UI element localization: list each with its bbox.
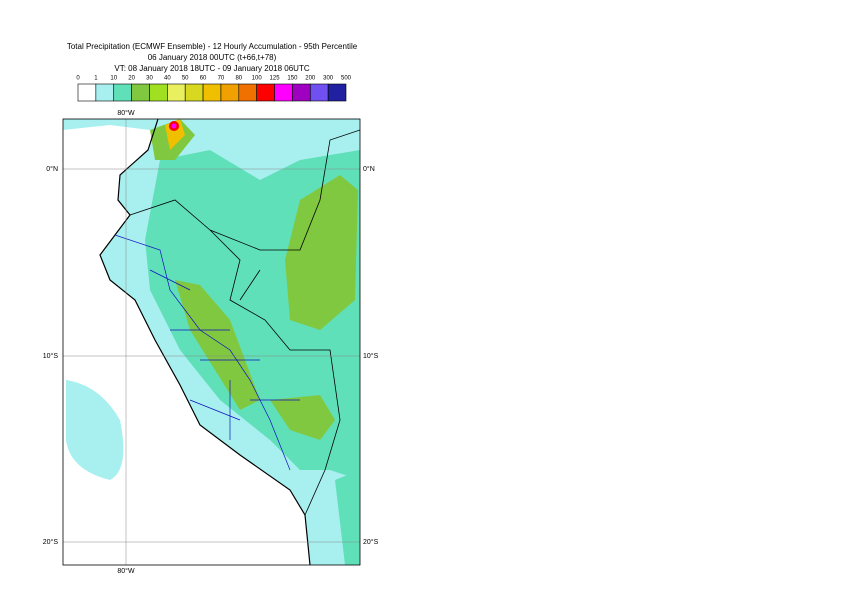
title-line: Total Precipitation (ECMWF Ensemble) - 1… xyxy=(67,42,358,51)
legend-swatch xyxy=(202,83,222,102)
map-frame xyxy=(62,118,361,566)
legend-label: 200 xyxy=(305,76,316,82)
legend-label: 20 xyxy=(128,76,135,82)
legend-label: 40 xyxy=(164,76,171,82)
legend-label: 30 xyxy=(146,76,153,82)
legend-swatch xyxy=(149,83,168,102)
legend-swatch xyxy=(292,83,311,102)
legend-label: 70 xyxy=(218,76,225,82)
legend: 0 1 10 20 30 40 50 60 70 80 100 125 150 200 300 500 xyxy=(76,76,352,102)
lat-label: 10°S xyxy=(363,352,379,360)
lat-label: 20°S xyxy=(363,538,379,546)
legend-label: 500 xyxy=(341,76,352,82)
legend-swatch xyxy=(113,83,132,102)
legend-swatch xyxy=(309,83,329,102)
title-line: 06 January 2018 00UTC (t+66,t+78) xyxy=(148,53,277,62)
lat-label: 20°S xyxy=(43,538,59,546)
legend-swatch xyxy=(256,83,275,102)
legend-label: 50 xyxy=(182,76,189,82)
legend-swatch xyxy=(274,83,293,102)
lon-label: 80°W xyxy=(117,109,135,117)
legend-label: 80 xyxy=(235,76,242,82)
legend-label: 60 xyxy=(200,76,207,82)
legend-swatch xyxy=(220,83,240,102)
lat-label: 0°N xyxy=(46,165,58,173)
legend-swatch xyxy=(327,83,347,102)
legend-swatch xyxy=(167,83,186,102)
legend-label: 0 xyxy=(76,76,80,82)
lat-label: 0°N xyxy=(363,165,375,173)
legend-label: 125 xyxy=(270,76,281,82)
map xyxy=(63,119,360,565)
legend-swatch xyxy=(95,83,115,102)
legend-swatch xyxy=(131,83,150,102)
legend-swatch xyxy=(77,83,97,102)
legend-label: 1 xyxy=(94,76,98,82)
lat-label: 10°S xyxy=(43,352,59,360)
legend-label: 100 xyxy=(252,76,263,82)
legend-swatch xyxy=(184,83,204,102)
legend-swatch xyxy=(238,83,257,102)
legend-label: 10 xyxy=(110,76,117,82)
graticule xyxy=(63,119,360,565)
title-line: VT: 08 January 2018 18UTC - 09 January 2… xyxy=(114,64,309,73)
lon-label: 80°W xyxy=(117,567,135,575)
legend-label: 150 xyxy=(287,76,298,82)
legend-label: 300 xyxy=(323,76,334,82)
